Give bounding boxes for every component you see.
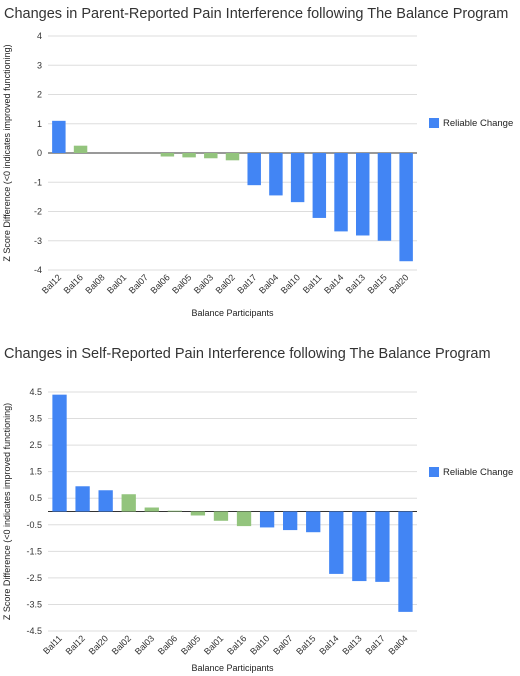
bar: [247, 153, 261, 186]
y-tick-label: -4.5: [26, 626, 42, 636]
parent-report-chart-svg: 43210-1-2-3-4Bal12Bal16Bal08Bal01Bal07Ba…: [2, 31, 513, 318]
bar: [259, 511, 275, 528]
y-tick-label: 0.5: [29, 493, 42, 503]
x-tick-label: Bal12: [64, 633, 87, 656]
bar: [334, 153, 348, 232]
bar: [160, 153, 175, 157]
bar: [98, 490, 113, 512]
x-tick-label: Bal17: [363, 633, 386, 656]
bar: [399, 153, 413, 262]
x-tick-label: Bal03: [133, 633, 156, 656]
bar: [225, 153, 240, 161]
bar: [283, 511, 298, 531]
legend-label: Reliable Change: [443, 118, 513, 129]
bar: [204, 153, 218, 159]
x-tick-label: Bal16: [62, 272, 85, 295]
y-tick-label: 4.5: [29, 387, 42, 397]
bar: [306, 511, 321, 533]
x-tick-label: Bal20: [87, 633, 110, 656]
y-tick-label: 3.5: [29, 414, 42, 424]
x-tick-label: Bal02: [214, 272, 237, 295]
x-tick-label: Bal10: [248, 633, 271, 656]
x-tick-label: Bal20: [387, 272, 410, 295]
bar: [329, 511, 344, 574]
bar: [375, 511, 390, 582]
y-tick-label: 3: [37, 60, 42, 70]
bar: [356, 153, 370, 236]
bar: [236, 511, 252, 527]
x-tick-label: Bal01: [105, 272, 128, 295]
y-tick-label: 2: [37, 90, 42, 100]
bar: [121, 494, 136, 512]
bar: [75, 486, 90, 512]
x-tick-label: Bal16: [225, 633, 248, 656]
x-tick-label: Bal12: [40, 272, 63, 295]
x-tick-label: Bal04: [387, 633, 410, 656]
y-tick-label: 2.5: [29, 440, 42, 450]
parent-report-chart: Changes in Parent-Reported Pain Interfer…: [0, 0, 520, 336]
y-axis-label: Z Score Difference (<0 indicates improve…: [2, 44, 12, 261]
x-tick-label: Bal06: [156, 633, 179, 656]
y-tick-label: 1.5: [29, 467, 42, 477]
y-tick-label: -0.5: [26, 520, 42, 530]
bar: [377, 153, 392, 241]
bar: [190, 511, 206, 516]
x-tick-label: Bal05: [179, 633, 202, 656]
chart-title: Changes in Self-Reported Pain Interferen…: [4, 346, 491, 362]
x-tick-label: Bal01: [202, 633, 225, 656]
y-tick-label: -3.5: [26, 599, 42, 609]
x-tick-label: Bal10: [279, 272, 302, 295]
bar: [52, 120, 66, 153]
bar: [398, 511, 413, 612]
x-tick-label: Bal15: [294, 633, 317, 656]
bar: [144, 507, 159, 512]
bar: [52, 394, 67, 512]
x-tick-label: Bal15: [365, 272, 388, 295]
y-tick-label: -4: [34, 265, 42, 275]
y-tick-label: -3: [34, 236, 42, 246]
x-axis-label: Balance Participants: [191, 308, 274, 318]
x-tick-label: Bal17: [235, 272, 258, 295]
bar: [312, 153, 327, 218]
y-tick-label: -1.5: [26, 546, 42, 556]
x-tick-label: Bal05: [170, 272, 193, 295]
x-tick-label: Bal03: [192, 272, 215, 295]
x-tick-label: Bal07: [127, 272, 150, 295]
x-tick-label: Bal02: [110, 633, 133, 656]
x-tick-label: Bal14: [322, 272, 345, 295]
x-tick-label: Bal13: [344, 272, 367, 295]
y-tick-label: -1: [34, 177, 42, 187]
x-tick-label: Bal08: [83, 272, 106, 295]
y-tick-label: 1: [37, 119, 42, 129]
x-tick-label: Bal07: [271, 633, 294, 656]
x-tick-label: Bal11: [41, 633, 64, 656]
chart-title: Changes in Parent-Reported Pain Interfer…: [4, 6, 509, 22]
y-tick-label: 0: [37, 148, 42, 158]
bar: [290, 153, 305, 203]
bar: [182, 153, 196, 158]
self-report-chart-svg: 4.5 3.5 2.5 1.5 0.5 -0.5 -1.5 -2.5 -3.5 -4.5Bal11…: [2, 387, 513, 673]
x-tick-label: Bal11: [301, 272, 324, 295]
bar: [167, 510, 182, 512]
bar: [269, 153, 283, 196]
legend-label: Reliable Change: [443, 467, 513, 478]
x-axis-label: Balance Participants: [191, 663, 274, 673]
bar: [213, 511, 229, 521]
bar: [352, 511, 367, 582]
legend-swatch: [429, 467, 439, 477]
self-report-chart: Changes in Self-Reported Pain Interferen…: [0, 340, 520, 676]
y-tick-label: -2.5: [26, 573, 42, 583]
x-tick-label: Bal04: [257, 272, 280, 295]
x-tick-label: Bal06: [148, 272, 171, 295]
bar: [73, 145, 88, 153]
y-axis-label: Z Score Difference (<0 indicates improve…: [2, 403, 12, 620]
y-tick-label: -2: [34, 207, 42, 217]
legend-swatch: [429, 118, 439, 128]
x-tick-label: Bal14: [317, 633, 340, 656]
x-tick-label: Bal13: [340, 633, 363, 656]
y-tick-label: 4: [37, 31, 42, 41]
